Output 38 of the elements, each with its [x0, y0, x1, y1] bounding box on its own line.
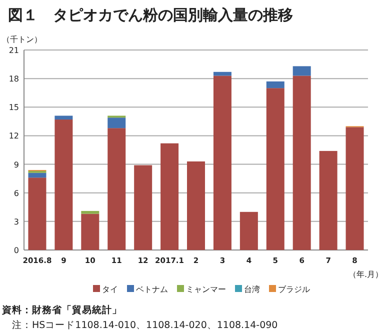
- bar: [240, 212, 258, 250]
- legend-label: ベトナム: [136, 285, 168, 294]
- x-axis-title: （年.月）: [348, 270, 383, 279]
- legend-label: ブラジル: [278, 285, 310, 294]
- bar: [213, 76, 232, 250]
- bar: [28, 178, 46, 250]
- bar: [81, 214, 100, 250]
- y-tick-label: 12: [8, 132, 19, 141]
- bar: [134, 165, 152, 250]
- y-tick-label: 0: [14, 246, 19, 255]
- y-tick-label: 3: [14, 217, 19, 226]
- bar: [213, 72, 232, 76]
- bar: [160, 143, 179, 250]
- legend-label: ミャンマー: [186, 285, 226, 294]
- bar: [54, 116, 73, 120]
- bar: [346, 127, 364, 250]
- bar: [292, 76, 311, 250]
- bar: [292, 66, 311, 76]
- bar: [108, 128, 126, 250]
- bar: [266, 81, 284, 88]
- y-tick-label: 18: [8, 74, 19, 84]
- y-tick-label: 6: [14, 188, 19, 198]
- bar: [81, 210, 100, 214]
- bar: [54, 120, 73, 250]
- chart-title: 図１ タピオカでん粉の国別輸入量の推移: [8, 6, 293, 24]
- y-tick-label: 15: [8, 103, 19, 112]
- y-tick-label: 9: [14, 160, 19, 170]
- legend-label: 台湾: [244, 285, 260, 294]
- legend-label: タイ: [102, 285, 118, 294]
- bar: [28, 172, 46, 178]
- y-axis-title: （千トン）: [2, 35, 42, 44]
- bar: [266, 88, 284, 250]
- bar: [187, 161, 205, 250]
- text: 注：HSコード1108.14-010、1108.14-020、1108.14-090: [12, 319, 278, 331]
- bar: [319, 150, 338, 250]
- bar: [108, 118, 126, 128]
- y-tick-label: 21: [8, 46, 19, 55]
- text: 資料：財務省「貿易統計」: [1, 304, 122, 316]
